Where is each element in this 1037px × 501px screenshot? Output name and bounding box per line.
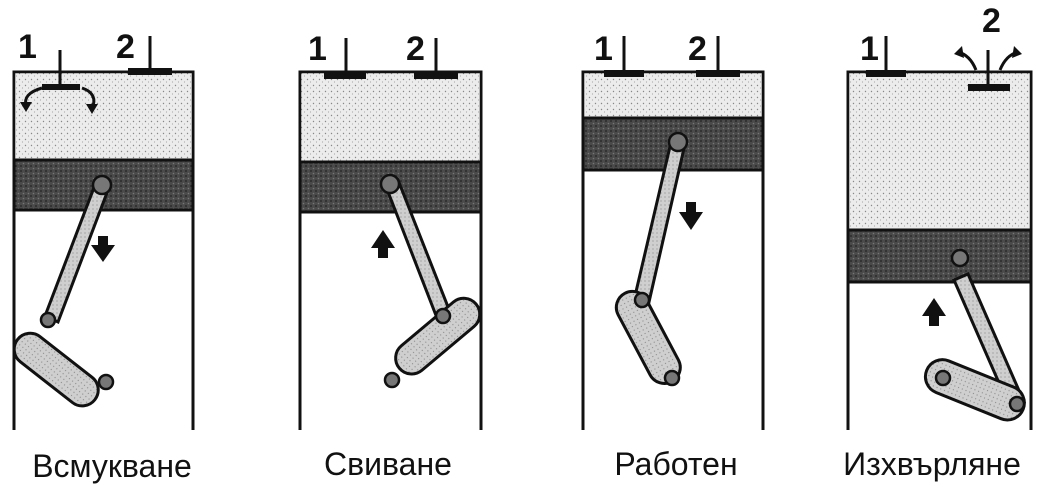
exhaust-valve — [128, 68, 172, 75]
wrist-pin — [950, 248, 970, 268]
flow-arrowhead — [954, 46, 964, 58]
stroke-intake: 1 2 Всмукване — [12, 28, 195, 484]
valve-label-2: 2 — [688, 30, 707, 68]
intake-valve — [42, 84, 80, 90]
crank-arm — [12, 331, 100, 408]
stroke-compression: 1 2 Свиване — [298, 30, 483, 482]
valve-label-1: 1 — [594, 30, 613, 68]
stroke-caption: Работен — [614, 446, 737, 482]
exhaust-valve — [696, 70, 740, 77]
gas-charge — [12, 70, 195, 162]
crank-pin — [434, 307, 452, 325]
gas-charge — [581, 70, 765, 120]
crank-pin — [39, 311, 57, 329]
piston-direction-arrow — [679, 202, 703, 230]
crank-center — [383, 371, 401, 389]
wrist-pin — [91, 174, 113, 196]
valve-label-2: 2 — [116, 28, 135, 66]
intake-valve — [604, 70, 644, 77]
crank-pin — [633, 291, 651, 309]
piston-direction-arrow — [371, 230, 395, 258]
wrist-pin — [379, 173, 401, 195]
flow-arrowhead — [20, 102, 32, 112]
wrist-pin — [667, 131, 689, 153]
valve-label-1: 1 — [860, 30, 879, 68]
valve-label-2: 2 — [982, 2, 1001, 40]
gas-charge — [846, 70, 1033, 232]
valve-label-2: 2 — [406, 30, 425, 68]
stroke-caption: Свиване — [324, 446, 452, 482]
stroke-power: 1 2 Работен — [581, 30, 765, 482]
flow-arrowhead — [1012, 46, 1022, 58]
crank-center — [1008, 395, 1026, 413]
valve-label-1: 1 — [308, 30, 327, 68]
exhaust-valve — [414, 72, 458, 79]
intake-valve — [324, 72, 366, 79]
valve-label-1: 1 — [18, 28, 37, 66]
crank-arm — [394, 296, 482, 376]
piston — [846, 228, 1033, 284]
exhaust-valve — [968, 84, 1010, 91]
stroke-exhaust: 1 2 Изхвърляне — [843, 2, 1033, 482]
intake-valve — [866, 70, 906, 77]
flow-arrowhead — [86, 104, 98, 114]
stroke-caption: Всмукване — [32, 448, 192, 484]
gas-charge — [298, 70, 483, 164]
piston-direction-arrow — [922, 298, 946, 326]
stroke-caption: Изхвърляне — [843, 446, 1021, 482]
crank-center — [97, 373, 115, 391]
crank-arm — [923, 358, 1026, 422]
crank-pin — [934, 369, 952, 387]
piston-direction-arrow — [91, 236, 115, 262]
crank-center — [663, 369, 681, 387]
